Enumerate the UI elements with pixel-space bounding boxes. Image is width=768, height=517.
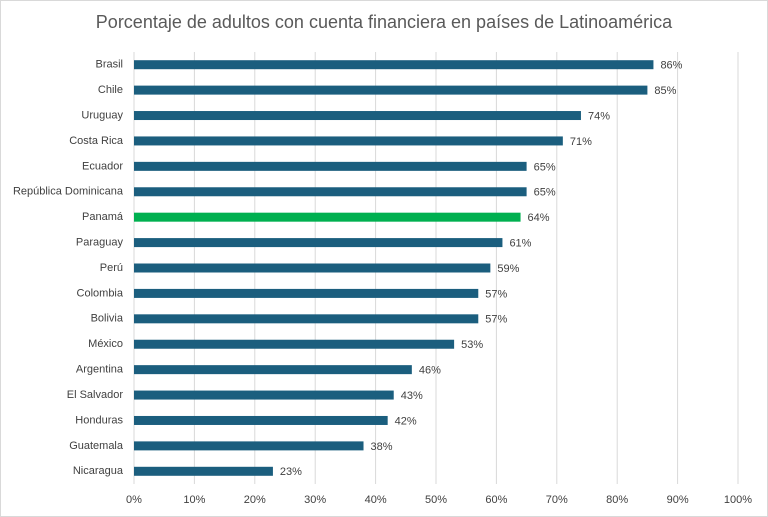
y-tick-label: República Dominicana [13,186,124,198]
value-label: 71% [570,136,592,148]
y-tick-label: Panamá [82,211,124,223]
bar [134,212,521,222]
bar [134,365,412,375]
y-tick-label: Ecuador [82,160,123,172]
y-tick-label: México [88,338,123,350]
y-tick-label: Chile [98,84,123,96]
bar [134,85,648,95]
bar [134,441,364,451]
value-label: 64% [528,212,550,224]
value-label: 53% [461,339,483,351]
bar [134,466,273,476]
bar [134,60,654,70]
bar [134,314,479,324]
bar [134,136,563,146]
bar [134,161,527,171]
value-label: 86% [660,60,682,72]
x-tick-label: 100% [724,494,752,506]
x-tick-label: 50% [425,494,447,506]
value-label: 46% [419,365,441,377]
y-tick-label: Paraguay [76,236,124,248]
y-tick-label: Nicaragua [73,465,124,477]
y-tick-label: Brasil [95,59,123,71]
bar [134,390,394,400]
value-label: 57% [485,314,507,326]
y-tick-label: Perú [100,262,123,274]
bar [134,263,491,273]
y-tick-label: Colombia [77,287,124,299]
value-label: 61% [509,237,531,249]
x-tick-label: 60% [485,494,507,506]
y-tick-label: Uruguay [81,109,123,121]
y-tick-label: Guatemala [69,440,124,452]
x-tick-label: 20% [244,494,266,506]
value-label: 42% [395,415,417,427]
y-tick-label: Costa Rica [69,135,124,147]
bar [134,238,503,248]
x-tick-label: 90% [667,494,689,506]
x-tick-label: 80% [606,494,628,506]
value-label: 38% [371,441,393,453]
y-tick-label: Bolivia [91,313,124,325]
bar [134,288,479,298]
value-label: 43% [401,390,423,402]
bar [134,415,388,425]
value-label: 23% [280,466,302,478]
value-label: 74% [588,110,610,122]
x-tick-label: 40% [365,494,387,506]
y-tick-label: El Salvador [67,389,124,401]
x-tick-label: 10% [183,494,205,506]
y-tick-label: Argentina [76,364,124,376]
y-tick-label: Honduras [75,414,123,426]
value-label: 85% [654,85,676,97]
x-tick-label: 0% [126,494,142,506]
value-label: 57% [485,288,507,300]
value-label: 65% [534,161,556,173]
value-label: 59% [497,263,519,275]
bar [134,187,527,197]
bar [134,111,581,121]
bar [134,339,455,349]
x-tick-label: 30% [304,494,326,506]
value-label: 65% [534,187,556,199]
chart-title: Porcentaje de adultos con cuenta financi… [96,12,673,32]
x-tick-label: 70% [546,494,568,506]
